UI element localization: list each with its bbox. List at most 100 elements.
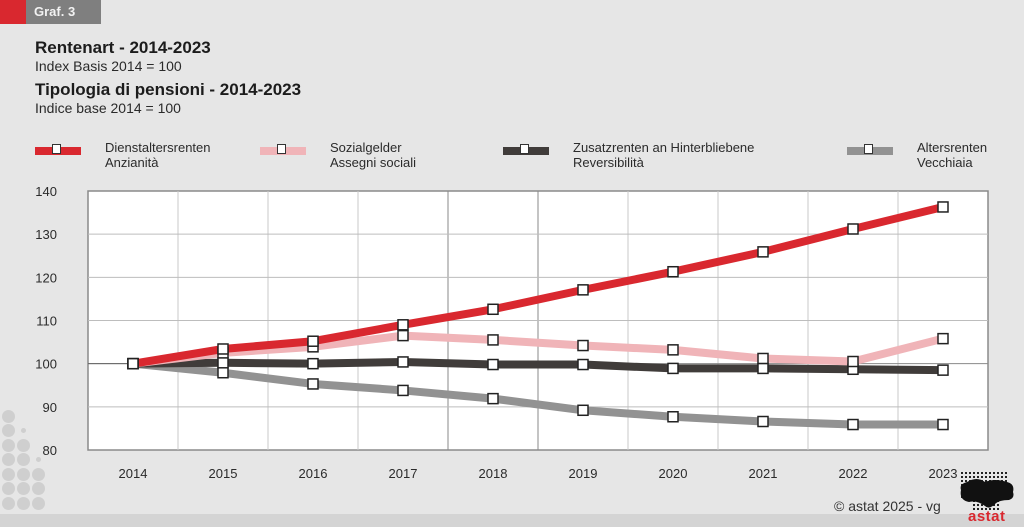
y-tick-label: 110 xyxy=(36,314,57,329)
logo-dot xyxy=(1005,476,1007,478)
legend-label-de: Sozialgelder xyxy=(330,140,402,155)
logo-dot xyxy=(993,472,995,474)
logo-dot xyxy=(989,508,991,510)
decorative-dot xyxy=(1,424,15,437)
legend-item-assegni-sociali: Sozialgelder Assegni sociali xyxy=(260,140,416,170)
chart-titles: Rentenart - 2014-2023 Index Basis 2014 =… xyxy=(35,38,301,122)
series-line xyxy=(132,357,944,375)
astat-logo-text: astat xyxy=(968,508,1006,525)
legend-label-it: Reversibilità xyxy=(573,155,644,170)
legend-item-reversibilita: Zusatzrenten an Hinterbliebene Reversibi… xyxy=(503,140,754,170)
decorative-dot xyxy=(1,409,15,423)
logo-dot xyxy=(977,504,979,506)
data-point-marker xyxy=(397,356,409,368)
logo-dot xyxy=(981,504,983,506)
decorative-dot xyxy=(20,428,26,433)
x-tick-label: 2021 xyxy=(749,466,778,481)
decorative-dot xyxy=(16,482,30,495)
legend-label-it: Assegni sociali xyxy=(330,155,416,170)
copyright-text: © astat 2025 - vg xyxy=(830,498,945,514)
data-point-marker xyxy=(307,378,319,390)
data-point-marker xyxy=(757,362,769,375)
legend-label-de: Altersrenten xyxy=(917,140,988,155)
data-point-marker xyxy=(757,246,769,258)
data-point-marker xyxy=(847,418,859,431)
data-point-marker xyxy=(307,357,319,370)
logo-dot xyxy=(977,508,979,510)
x-axis-tick-labels: 2014 2015 2016 2017 2018 2019 2020 2021 2022 2023 xyxy=(119,466,958,481)
data-point-marker xyxy=(667,344,679,356)
logo-dot xyxy=(961,472,963,474)
decorative-dot xyxy=(16,453,30,466)
series-line xyxy=(132,331,944,368)
data-point-marker xyxy=(217,366,229,379)
decorative-dot xyxy=(31,467,45,481)
data-point-marker xyxy=(667,411,679,423)
legend-label-it: Vecchiaia xyxy=(917,155,973,170)
data-point-marker xyxy=(397,319,409,331)
x-tick-label: 2016 xyxy=(299,466,328,481)
x-tick-label: 2014 xyxy=(119,466,148,481)
y-tick-label: 100 xyxy=(35,357,57,372)
legend-label-it: Anzianità xyxy=(105,155,159,170)
logo-dot xyxy=(997,504,999,506)
logo-dot xyxy=(985,476,987,478)
legend-marker-icon xyxy=(52,144,61,154)
graph-number-tag: Graf. 3 xyxy=(26,0,101,24)
series-markers xyxy=(127,201,949,431)
decorative-dot xyxy=(1,453,15,466)
data-point-marker xyxy=(217,343,229,355)
series-lines xyxy=(132,203,944,429)
x-tick-label: 2022 xyxy=(839,466,868,481)
data-point-marker xyxy=(397,384,409,397)
logo-dot xyxy=(1001,476,1003,478)
data-point-marker xyxy=(757,352,769,365)
logo-dot xyxy=(997,476,999,478)
y-tick-label: 130 xyxy=(35,227,57,242)
logo-dot xyxy=(969,472,971,474)
decorative-dot xyxy=(31,496,45,510)
data-point-marker xyxy=(577,339,589,352)
data-point-marker xyxy=(487,358,499,371)
data-point-marker xyxy=(757,415,769,428)
legend-swatch xyxy=(35,144,81,155)
x-tick-label: 2020 xyxy=(659,466,688,481)
data-point-marker xyxy=(577,284,589,296)
data-point-marker xyxy=(667,362,679,375)
x-tick-label: 2023 xyxy=(929,466,958,481)
data-point-marker xyxy=(577,358,589,371)
x-tick-label: 2018 xyxy=(479,466,508,481)
decorative-dot xyxy=(16,496,30,510)
data-point-marker xyxy=(487,303,499,316)
x-tick-label: 2015 xyxy=(209,466,238,481)
decorative-dot xyxy=(16,438,30,452)
y-tick-label: 120 xyxy=(35,270,57,285)
data-point-marker xyxy=(937,364,949,376)
data-point-marker xyxy=(577,404,589,417)
logo-dot xyxy=(985,480,987,482)
legend-label-de: Dienstaltersrenten xyxy=(105,140,211,155)
subtitle-italian: Indice base 2014 = 100 xyxy=(35,100,181,116)
legend-marker-icon xyxy=(520,144,529,154)
data-point-marker xyxy=(847,355,859,368)
y-tick-label: 140 xyxy=(35,184,57,199)
subtitle-german: Index Basis 2014 = 100 xyxy=(35,58,182,74)
x-tick-label: 2019 xyxy=(569,466,598,481)
title-german: Rentenart - 2014-2023 xyxy=(35,38,211,57)
logo-dot xyxy=(965,476,967,478)
decorative-dot xyxy=(31,482,45,495)
logo-dot xyxy=(965,472,967,474)
decorative-dot xyxy=(1,482,15,495)
data-point-marker xyxy=(127,357,139,370)
data-point-marker xyxy=(487,392,499,405)
legend-swatch xyxy=(503,144,549,155)
logo-dot xyxy=(981,508,983,510)
logo-dot xyxy=(961,476,963,478)
decorative-dot xyxy=(16,467,30,481)
logo-dot xyxy=(985,508,987,510)
data-point-marker xyxy=(937,201,949,213)
legend-swatch xyxy=(260,144,306,155)
data-point-marker xyxy=(667,265,679,278)
logo-dot xyxy=(965,480,967,482)
